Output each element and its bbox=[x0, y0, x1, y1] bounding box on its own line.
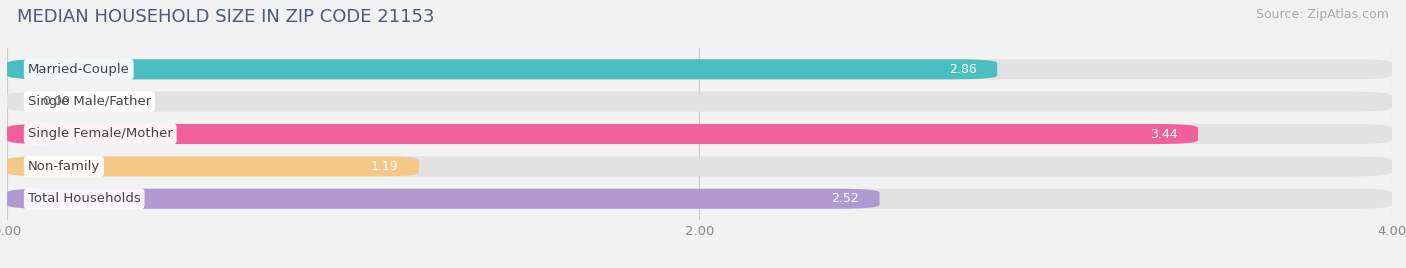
Text: Single Male/Father: Single Male/Father bbox=[28, 95, 150, 108]
Text: 2.86: 2.86 bbox=[949, 63, 976, 76]
FancyBboxPatch shape bbox=[7, 59, 1392, 79]
Text: 2.52: 2.52 bbox=[831, 192, 859, 205]
Text: Non-family: Non-family bbox=[28, 160, 100, 173]
FancyBboxPatch shape bbox=[7, 189, 880, 209]
FancyBboxPatch shape bbox=[7, 189, 1392, 209]
Text: MEDIAN HOUSEHOLD SIZE IN ZIP CODE 21153: MEDIAN HOUSEHOLD SIZE IN ZIP CODE 21153 bbox=[17, 8, 434, 26]
Text: Total Households: Total Households bbox=[28, 192, 141, 205]
Text: Married-Couple: Married-Couple bbox=[28, 63, 129, 76]
FancyBboxPatch shape bbox=[7, 124, 1198, 144]
FancyBboxPatch shape bbox=[7, 59, 997, 79]
FancyBboxPatch shape bbox=[7, 156, 1392, 176]
Text: Source: ZipAtlas.com: Source: ZipAtlas.com bbox=[1256, 8, 1389, 21]
FancyBboxPatch shape bbox=[7, 124, 1392, 144]
Text: 3.44: 3.44 bbox=[1150, 128, 1177, 140]
FancyBboxPatch shape bbox=[7, 92, 1392, 112]
Text: 0.00: 0.00 bbox=[42, 95, 70, 108]
Text: Single Female/Mother: Single Female/Mother bbox=[28, 128, 173, 140]
Text: 1.19: 1.19 bbox=[371, 160, 398, 173]
FancyBboxPatch shape bbox=[7, 156, 419, 176]
